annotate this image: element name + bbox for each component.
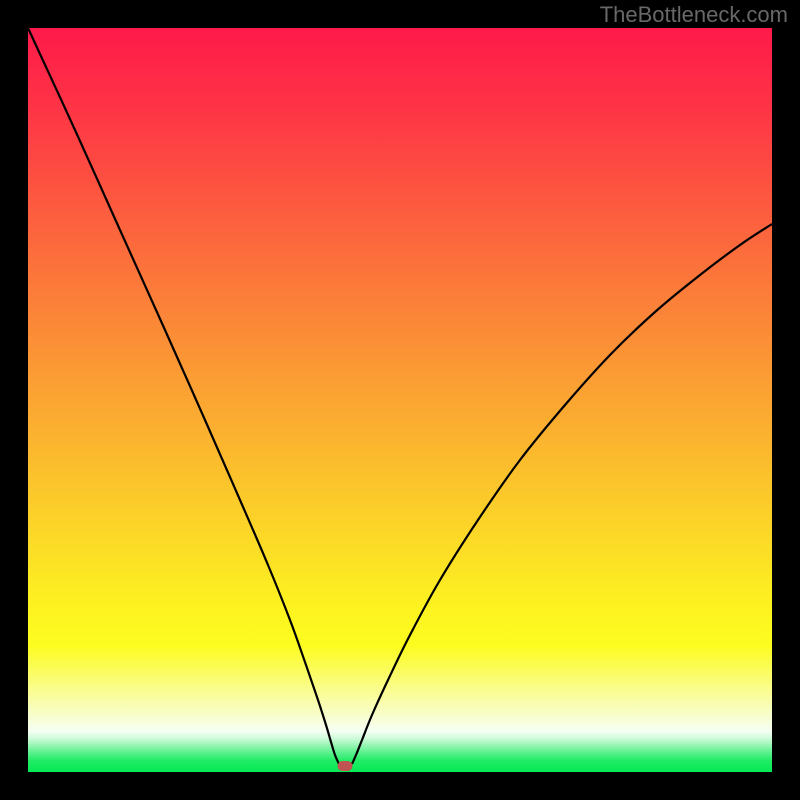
optimal-point-marker [338, 761, 353, 771]
bottleneck-chart-container: { "watermark": "TheBottleneck.com", "cha… [0, 0, 800, 800]
chart-background [28, 28, 772, 772]
bottleneck-chart [0, 0, 800, 800]
watermark-text: TheBottleneck.com [600, 2, 788, 28]
